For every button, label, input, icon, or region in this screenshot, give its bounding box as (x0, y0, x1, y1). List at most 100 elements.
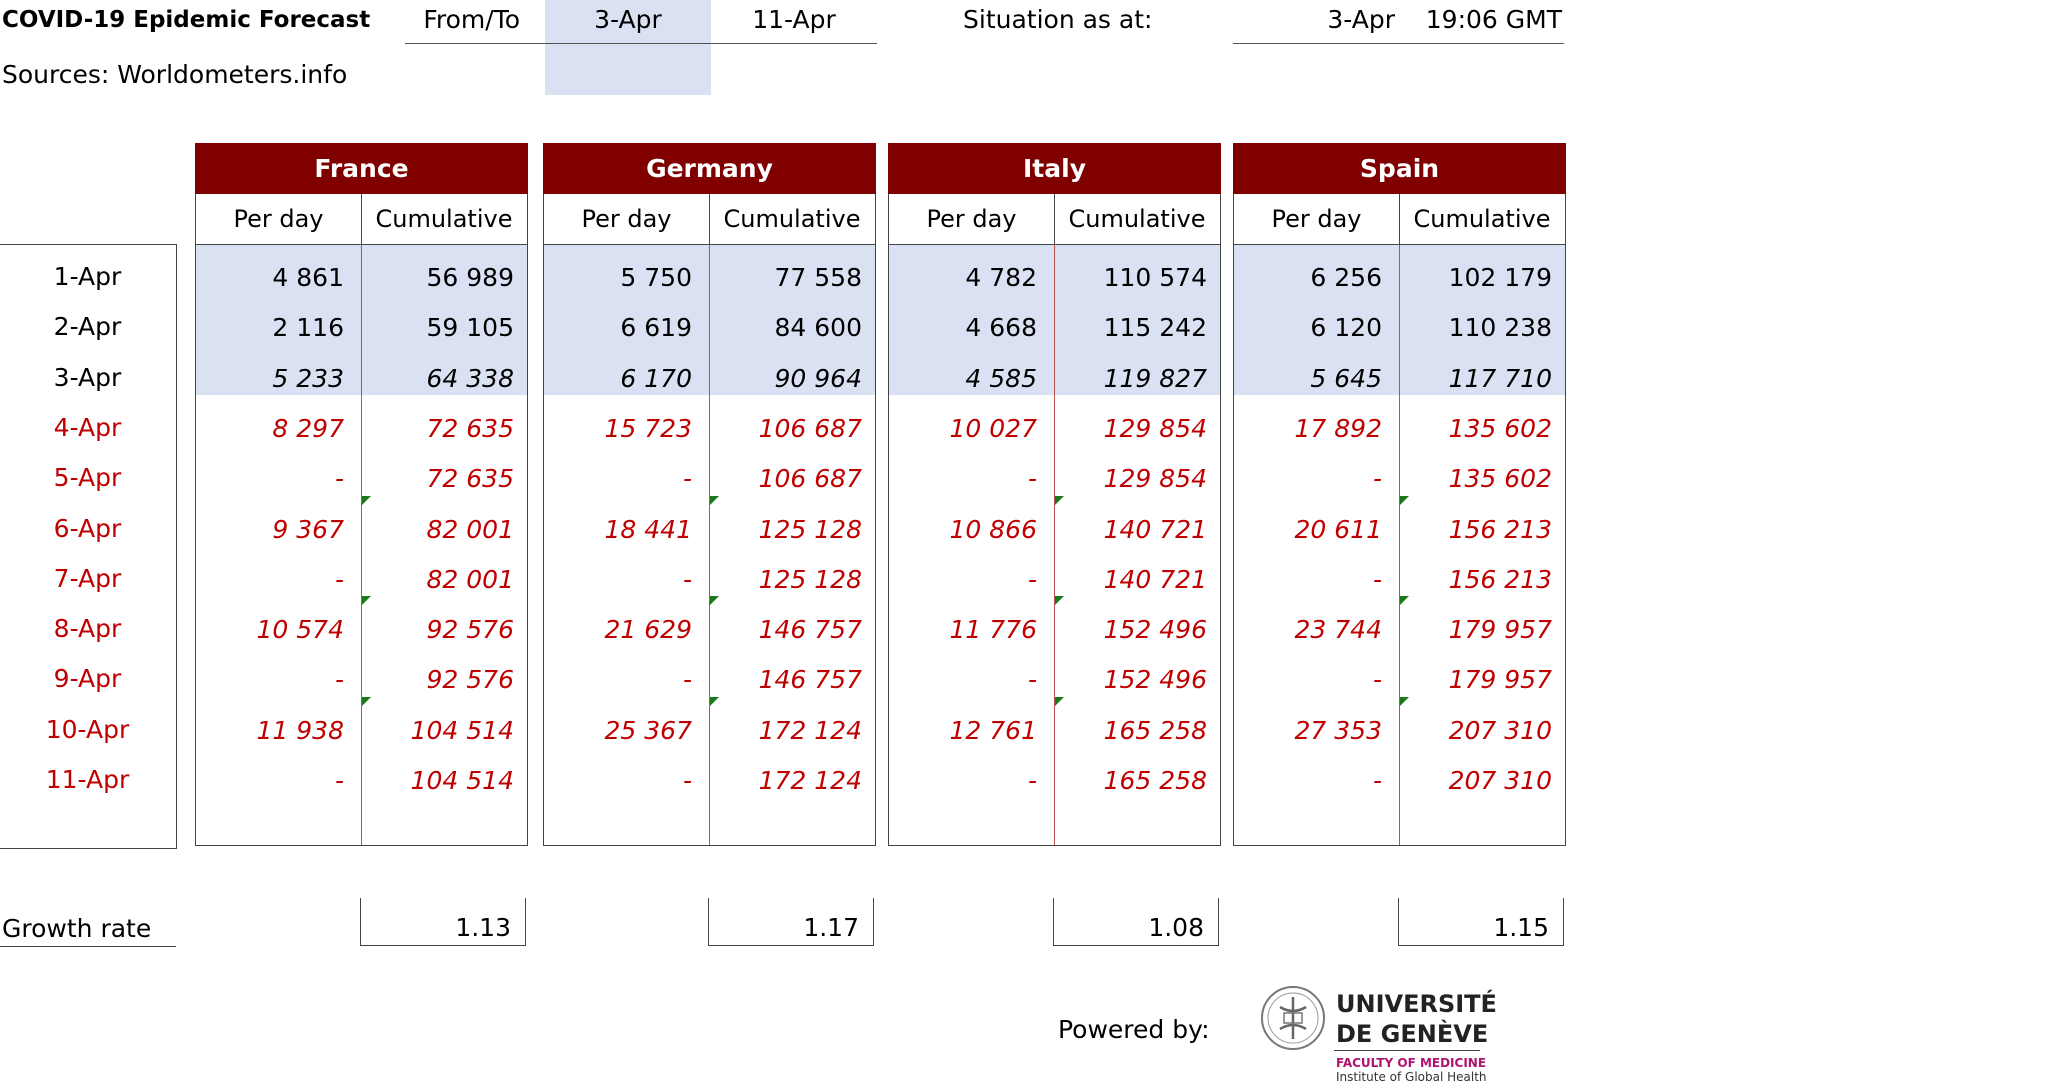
comment-indicator-icon[interactable] (362, 696, 371, 706)
cumulative-cell[interactable]: 125 128 (758, 514, 862, 544)
per-day-cell[interactable]: 20 611 (1294, 514, 1382, 544)
comment-indicator-icon[interactable] (1400, 596, 1409, 606)
per-day-cell[interactable]: - (682, 665, 692, 695)
per-day-cell[interactable]: 6 619 (620, 313, 692, 343)
date-cell[interactable]: 3-Apr (53, 362, 122, 392)
per-day-cell[interactable]: 9 367 (272, 514, 344, 544)
comment-indicator-icon[interactable] (362, 596, 371, 606)
per-day-cell[interactable]: - (1372, 564, 1382, 594)
per-day-cell[interactable]: 18 441 (604, 514, 692, 544)
date-cell[interactable]: 4-Apr (53, 412, 122, 442)
cumulative-cell[interactable]: 179 957 (1448, 615, 1552, 645)
country-header[interactable]: Italy (888, 143, 1221, 194)
per-day-cell[interactable]: 2 116 (272, 313, 344, 343)
from-date[interactable]: 3-Apr (594, 5, 662, 34)
cumulative-cell[interactable]: 129 854 (1103, 464, 1207, 494)
date-cell[interactable]: 11-Apr (45, 765, 130, 794)
cumulative-cell[interactable]: 146 757 (758, 615, 862, 645)
cumulative-header[interactable]: Cumulative (1399, 194, 1565, 245)
cumulative-cell[interactable]: 106 687 (758, 413, 862, 443)
per-day-cell[interactable]: - (1372, 665, 1382, 695)
cumulative-cell[interactable]: 72 635 (426, 413, 514, 443)
from-date-cell[interactable] (545, 0, 711, 95)
comment-indicator-icon[interactable] (1055, 696, 1064, 706)
cumulative-cell[interactable]: 165 258 (1103, 766, 1207, 795)
country-header[interactable]: France (195, 143, 528, 194)
cumulative-cell[interactable]: 135 602 (1448, 413, 1552, 443)
per-day-cell[interactable]: - (1372, 464, 1382, 494)
per-day-cell[interactable]: 27 353 (1294, 715, 1382, 745)
per-day-cell[interactable]: 10 027 (949, 413, 1037, 443)
per-day-cell[interactable]: 6 256 (1310, 263, 1382, 292)
cumulative-cell[interactable]: 82 001 (426, 564, 514, 594)
cumulative-cell[interactable]: 140 721 (1103, 514, 1207, 544)
cumulative-cell[interactable]: 110 574 (1103, 263, 1207, 292)
date-cell[interactable]: 8-Apr (53, 614, 122, 644)
per-day-cell[interactable]: - (1372, 766, 1382, 795)
per-day-cell[interactable]: 11 776 (949, 615, 1037, 645)
growth-rate-cell[interactable]: 1.13 (360, 898, 526, 946)
per-day-cell[interactable]: 4 585 (965, 363, 1037, 393)
per-day-cell[interactable]: 10 574 (256, 615, 344, 645)
cumulative-cell[interactable]: 165 258 (1103, 715, 1207, 745)
date-cell[interactable]: 10-Apr (45, 714, 130, 744)
cumulative-cell[interactable]: 152 496 (1103, 615, 1207, 645)
cumulative-cell[interactable]: 146 757 (758, 665, 862, 695)
country-header[interactable]: Germany (543, 143, 876, 194)
per-day-cell[interactable]: - (1027, 564, 1037, 594)
per-day-cell[interactable]: 12 761 (949, 715, 1037, 745)
per-day-cell[interactable]: 21 629 (604, 615, 692, 645)
cumulative-cell[interactable]: 102 179 (1448, 263, 1552, 292)
per-day-cell[interactable]: 5 233 (272, 363, 344, 393)
cumulative-cell[interactable]: 56 989 (426, 263, 514, 292)
per-day-header[interactable]: Per day (196, 194, 361, 245)
cumulative-cell[interactable]: 207 310 (1448, 766, 1552, 795)
per-day-cell[interactable]: 5 750 (620, 263, 692, 292)
cumulative-cell[interactable]: 90 964 (774, 363, 862, 393)
per-day-cell[interactable]: 10 866 (949, 514, 1037, 544)
per-day-cell[interactable]: 4 782 (965, 263, 1037, 292)
cumulative-cell[interactable]: 117 710 (1448, 363, 1552, 393)
cumulative-cell[interactable]: 104 514 (410, 715, 514, 745)
comment-indicator-icon[interactable] (710, 495, 719, 505)
per-day-cell[interactable]: 6 170 (620, 363, 692, 393)
cumulative-cell[interactable]: 115 242 (1103, 313, 1207, 343)
comment-indicator-icon[interactable] (1055, 495, 1064, 505)
cumulative-cell[interactable]: 92 576 (426, 665, 514, 695)
cumulative-cell[interactable]: 119 827 (1103, 363, 1207, 393)
per-day-cell[interactable]: 11 938 (256, 715, 344, 745)
comment-indicator-icon[interactable] (710, 696, 719, 706)
per-day-cell[interactable]: 25 367 (604, 715, 692, 745)
cumulative-cell[interactable]: 106 687 (758, 464, 862, 494)
date-cell[interactable]: 6-Apr (53, 513, 122, 543)
growth-rate-cell[interactable]: 1.17 (708, 898, 874, 946)
per-day-cell[interactable]: 4 668 (965, 313, 1037, 343)
date-cell[interactable]: 2-Apr (53, 312, 122, 342)
comment-indicator-icon[interactable] (362, 495, 371, 505)
date-cell[interactable]: 9-Apr (53, 664, 122, 694)
per-day-cell[interactable]: - (334, 564, 344, 594)
country-header[interactable]: Spain (1233, 143, 1566, 194)
cumulative-cell[interactable]: 64 338 (426, 363, 514, 393)
per-day-cell[interactable]: 15 723 (604, 413, 692, 443)
per-day-cell[interactable]: - (334, 464, 344, 494)
cumulative-cell[interactable]: 77 558 (774, 263, 862, 292)
comment-indicator-icon[interactable] (1400, 495, 1409, 505)
cumulative-cell[interactable]: 84 600 (774, 313, 862, 343)
per-day-cell[interactable]: 23 744 (1294, 615, 1382, 645)
comment-indicator-icon[interactable] (1055, 596, 1064, 606)
cumulative-cell[interactable]: 140 721 (1103, 564, 1207, 594)
per-day-cell[interactable]: - (334, 665, 344, 695)
cumulative-cell[interactable]: 179 957 (1448, 665, 1552, 695)
cumulative-cell[interactable]: 172 124 (758, 715, 862, 745)
per-day-cell[interactable]: 6 120 (1310, 313, 1382, 343)
date-cell[interactable]: 5-Apr (53, 463, 122, 493)
cumulative-cell[interactable]: 92 576 (426, 615, 514, 645)
cumulative-cell[interactable]: 72 635 (426, 464, 514, 494)
per-day-cell[interactable]: - (1027, 464, 1037, 494)
cumulative-header[interactable]: Cumulative (1054, 194, 1220, 245)
cumulative-cell[interactable]: 59 105 (426, 313, 514, 343)
growth-rate-cell[interactable]: 1.08 (1053, 898, 1219, 946)
cumulative-cell[interactable]: 104 514 (410, 766, 514, 795)
per-day-cell[interactable]: 8 297 (272, 413, 344, 443)
